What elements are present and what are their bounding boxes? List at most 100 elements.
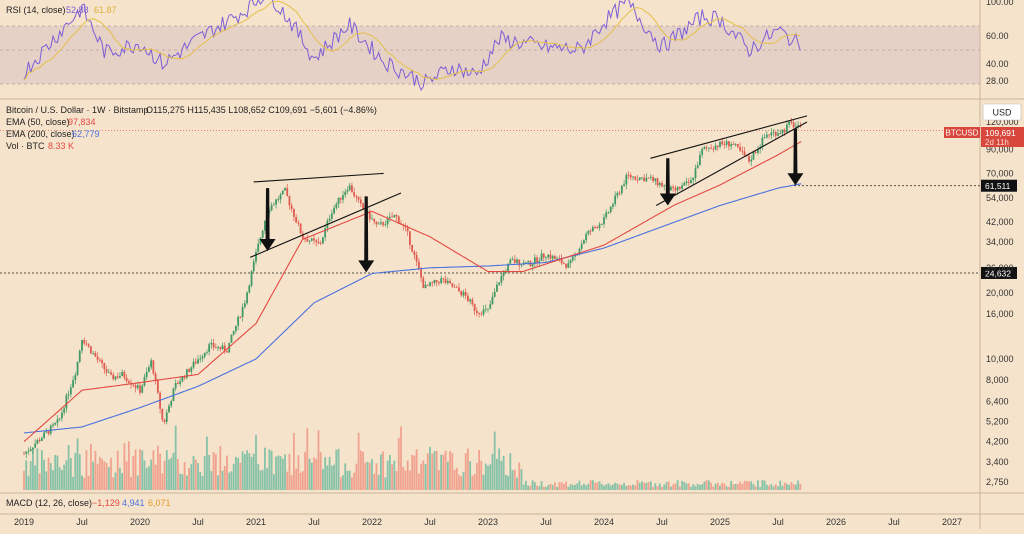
volume-bar <box>663 484 666 490</box>
candle-body <box>565 263 567 268</box>
volume-bar <box>190 464 193 490</box>
candle-body <box>232 331 235 335</box>
price-tick-label: 3,400 <box>986 457 1009 467</box>
volume-bar <box>297 455 300 490</box>
candle-body <box>451 283 454 287</box>
volume-bar <box>794 484 797 490</box>
candle-body <box>772 131 775 133</box>
volume-bar <box>235 456 237 490</box>
volume-bar <box>324 457 327 490</box>
volume-bar <box>264 447 266 490</box>
arrow-2021-first <box>259 188 276 252</box>
candle-body <box>429 282 431 286</box>
volume-bar <box>333 464 335 490</box>
price-axis: 120,000 90,000 70,000 54,000 42,000 34,000 26,… <box>986 117 1019 487</box>
volume-bar <box>63 464 66 490</box>
volume-bar <box>482 474 485 490</box>
volume-bar <box>745 480 748 490</box>
candle-body <box>313 238 315 241</box>
volume-bar <box>462 471 465 490</box>
candle-body <box>38 440 41 441</box>
candle-body <box>255 251 257 262</box>
volume-bar <box>112 477 115 490</box>
candle-body <box>375 221 378 224</box>
candle-body <box>783 129 786 133</box>
time-tick-label: Jul <box>888 517 900 527</box>
volume-bar <box>168 459 170 490</box>
candle-body <box>165 412 168 422</box>
candle-body <box>208 344 211 352</box>
volume-bar <box>36 448 39 490</box>
volume-bar <box>348 470 351 490</box>
candle-body <box>308 240 311 242</box>
time-tick-label: Jul <box>772 517 784 527</box>
candle-body <box>612 204 614 207</box>
volume-bar <box>522 484 525 490</box>
volume-bar <box>438 470 440 490</box>
candle-body <box>362 203 364 209</box>
volume-bar <box>652 486 654 490</box>
candle-body <box>344 191 347 196</box>
volume-bar <box>23 470 25 490</box>
volume-bar <box>136 475 139 490</box>
price-tick-label: 34,000 <box>986 237 1014 247</box>
volume-bar <box>107 466 110 490</box>
candle-body <box>125 377 128 382</box>
candle-body <box>335 203 338 208</box>
volume-bar <box>736 483 739 490</box>
volume-bar <box>426 453 429 490</box>
wedge-2021-lower-line <box>249 192 402 258</box>
volume-bar <box>201 475 204 490</box>
volume-bar <box>558 482 561 490</box>
candle-body <box>438 282 440 284</box>
volume-bar <box>174 425 177 490</box>
candle-body <box>413 251 416 255</box>
volume-bar <box>237 458 240 490</box>
volume-bar <box>625 485 628 490</box>
volume-bar <box>406 460 409 490</box>
volume-bar <box>284 454 286 490</box>
volume-bar <box>536 485 538 490</box>
volume-legend-value: 8.33 K <box>48 141 74 151</box>
candle-body <box>81 339 83 351</box>
volume-bar <box>185 475 188 490</box>
candle-body <box>212 342 215 348</box>
candle-body <box>353 192 356 196</box>
candle-body <box>458 287 460 292</box>
candle-body <box>237 316 240 326</box>
volume-bar <box>101 458 103 490</box>
volume-bar <box>772 486 775 490</box>
volume-bar <box>694 485 697 490</box>
candle-body <box>174 382 177 389</box>
candle-body <box>562 263 565 264</box>
volume-bar <box>596 482 599 490</box>
symbol-legend: Bitcoin / U.S. Dollar · 1W · Bitstamp <box>6 105 149 115</box>
pattern-annotations <box>249 115 808 273</box>
volume-bar <box>788 485 791 490</box>
volume-bar <box>87 475 90 490</box>
volume-bar <box>647 482 650 490</box>
price-tick-label: 42,000 <box>986 217 1014 227</box>
candle-body <box>683 183 686 186</box>
candle-body <box>725 141 728 145</box>
volume-bar <box>415 449 418 490</box>
volume-bar <box>301 471 304 490</box>
volume-bar <box>491 453 494 490</box>
volume-bar <box>344 463 347 490</box>
candle-body <box>393 215 396 218</box>
candle-body <box>206 351 208 353</box>
candle-body <box>141 385 144 393</box>
candle-body <box>288 196 291 206</box>
candle-body <box>411 244 414 252</box>
currency-button-bg[interactable] <box>982 103 1022 121</box>
volume-bar <box>658 483 661 490</box>
volume-bar <box>589 480 592 490</box>
candle-body <box>694 168 697 178</box>
volume-bar <box>232 463 235 490</box>
ema50-legend-value: 97,834 <box>68 117 96 127</box>
volume-bar <box>520 469 523 490</box>
time-axis: 2019 Jul 2020 Jul 2021 Jul 2022 Jul 2023 Jul 2024 J… <box>14 517 962 527</box>
volume-bar <box>547 485 550 490</box>
currency-button[interactable]: USD <box>992 108 1012 118</box>
volume-bar <box>533 482 536 490</box>
